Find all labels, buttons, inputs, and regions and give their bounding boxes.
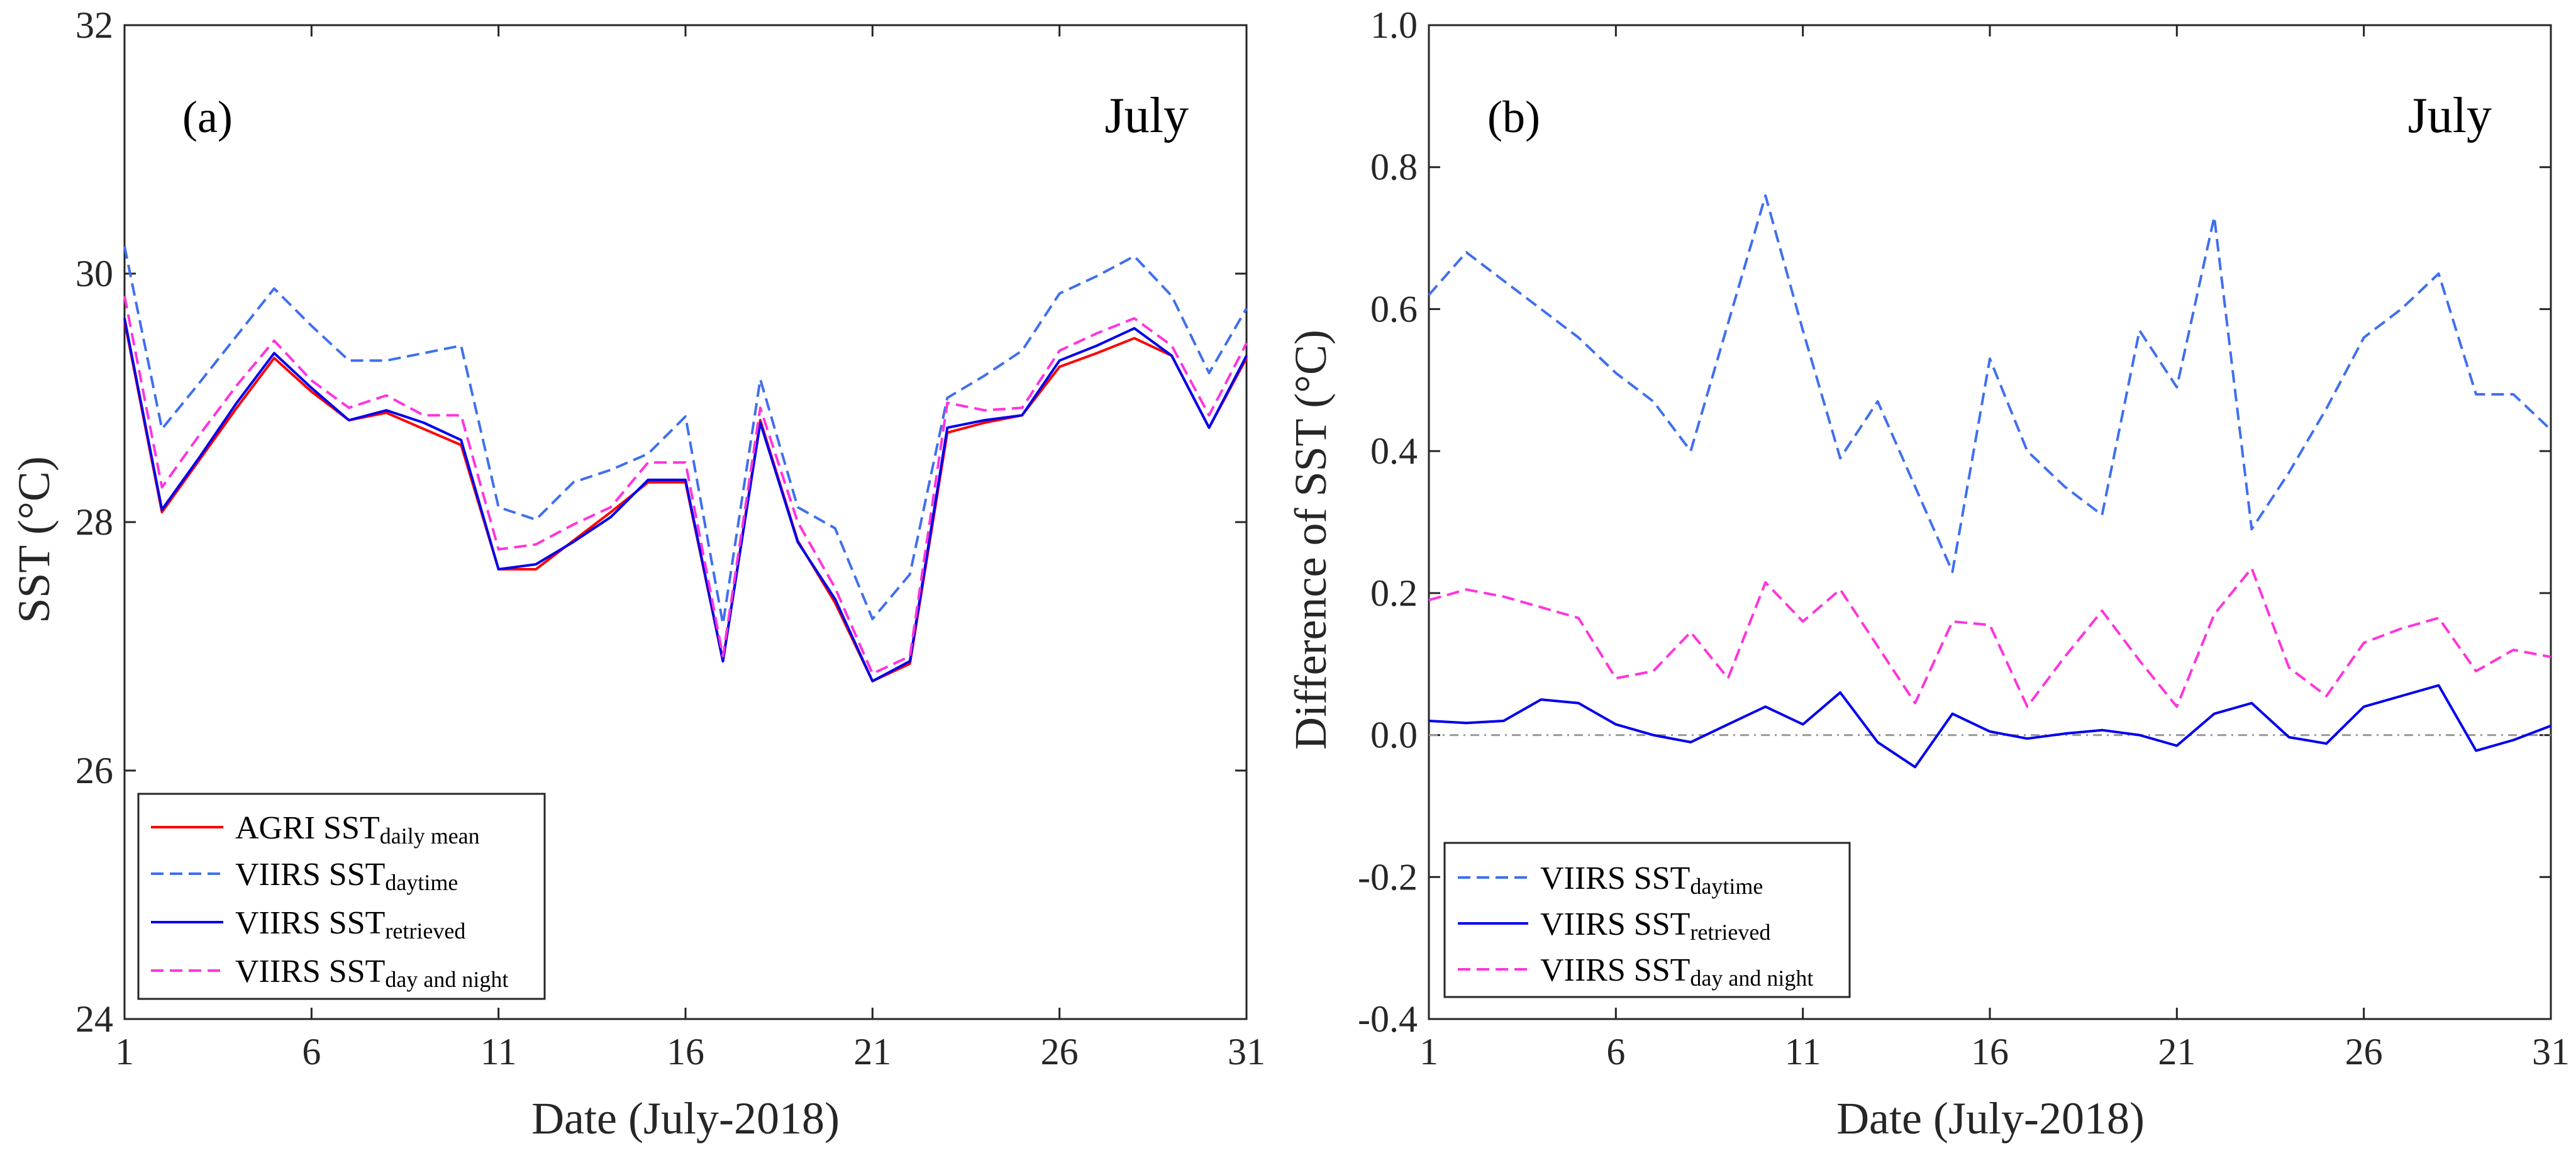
panel-a-legend-item-viirs-retrieved: VIIRS SSTretrieved bbox=[151, 905, 465, 944]
panel-b-y-tick-label: -0.2 bbox=[1358, 856, 1418, 898]
panel-a-legend-box bbox=[137, 793, 546, 1000]
panel-b-y-tick-label: 0.0 bbox=[1370, 715, 1418, 756]
panel-a-legend-item-viirs-day-night: VIIRS SSTday and night bbox=[151, 954, 508, 992]
panel-a-y-tick-label: 32 bbox=[75, 4, 113, 46]
svg-text:VIIRS SSTday and night: VIIRS SSTday and night bbox=[235, 954, 508, 992]
panel-b-legend-item-viirs-daytime: VIIRS SSTdaytime bbox=[1458, 861, 1763, 899]
svg-text:VIIRS SSTretrieved: VIIRS SSTretrieved bbox=[1540, 906, 1770, 945]
panel-a-legend: AGRI SSTdaily mean VIIRS SSTdaytime VIIR… bbox=[137, 793, 546, 1000]
panel-a-legend-item-viirs-daytime: VIIRS SSTdaytime bbox=[151, 857, 458, 895]
panel-a-legend-item-agri: AGRI SSTdaily mean bbox=[151, 810, 480, 849]
panel-a-y-tick-label: 26 bbox=[75, 750, 113, 791]
panel-a: (a) July Date (July-2018) SST (°C) 1 6 11 1… bbox=[9, 4, 1265, 1144]
svg-text:VIIRS SSTretrieved: VIIRS SSTretrieved bbox=[235, 905, 465, 944]
panel-b-x-tick-label: 21 bbox=[2158, 1031, 2196, 1072]
panel-b-legend-sub-viirs-retrieved: retrieved bbox=[1690, 920, 1770, 945]
panel-a-y-tick-label: 24 bbox=[75, 998, 113, 1040]
panel-b-y-tick-label: -0.4 bbox=[1358, 998, 1418, 1040]
panel-a-x-tick-label: 21 bbox=[853, 1031, 891, 1072]
panel-b-x-tick-label: 31 bbox=[2532, 1031, 2570, 1072]
panel-b-legend-sub-viirs-daytime: daytime bbox=[1690, 874, 1763, 899]
svg-text:AGRI SSTdaily mean: AGRI SSTdaily mean bbox=[235, 810, 480, 849]
panel-b-series-line-retrieved bbox=[1428, 684, 2551, 769]
panel-b-month: July bbox=[2408, 88, 2492, 143]
panel-a-legend-label-viirs-day-night: VIIRS SST bbox=[235, 954, 385, 989]
panel-a-x-tick-label: 1 bbox=[115, 1031, 134, 1072]
panel-a-legend-label-viirs-daytime: VIIRS SST bbox=[235, 857, 385, 893]
panel-b-legend-label-viirs-day-night: VIIRS SST bbox=[1540, 952, 1690, 988]
svg-text:VIIRS SSTdaytime: VIIRS SSTdaytime bbox=[1540, 861, 1763, 899]
svg-text:VIIRS SSTdaytime: VIIRS SSTdaytime bbox=[235, 857, 458, 895]
panel-a-series-line-day-and-night bbox=[123, 296, 1248, 675]
panel-a-x-tick-label: 6 bbox=[302, 1031, 321, 1072]
panel-b-legend-item-viirs-retrieved: VIIRS SSTretrieved bbox=[1458, 906, 1770, 945]
panel-b-x-tick-label: 11 bbox=[1785, 1031, 1821, 1072]
panel-b-y-tick-label: 0.4 bbox=[1370, 430, 1418, 472]
panel-a-legend-sub-viirs-daytime: daytime bbox=[385, 870, 458, 895]
panel-b-legend-sub-viirs-day-night: day and night bbox=[1690, 966, 1813, 991]
panel-b-y-axis-label: Difference of SST (°C) bbox=[1285, 330, 1336, 750]
panel-b-legend-box bbox=[1443, 842, 1851, 998]
panel-b-y-tick-label: 1.0 bbox=[1370, 4, 1418, 46]
panel-a-letter: (a) bbox=[182, 92, 233, 142]
panel-a-y-axis-label: SST (°C) bbox=[9, 456, 59, 623]
panel-b: (b) July Date (July-2018) Difference of … bbox=[1285, 4, 2570, 1144]
panel-b-y-tick-label: 0.2 bbox=[1370, 572, 1418, 614]
panel-a-series-line-retrieved bbox=[123, 318, 1248, 682]
panel-a-y-tick-label: 28 bbox=[75, 501, 113, 543]
panel-a-legend-label-viirs-retrieved: VIIRS SST bbox=[235, 905, 385, 941]
panel-a-legend-label-agri: AGRI SST bbox=[235, 810, 380, 846]
panel-a-y-tick-label: 30 bbox=[75, 253, 113, 294]
panel-b-legend: VIIRS SSTdaytime VIIRS SSTretrieved VIIR… bbox=[1443, 842, 1851, 998]
panel-a-x-axis-label: Date (July-2018) bbox=[531, 1093, 840, 1144]
panel-b-x-tick-label: 16 bbox=[1971, 1031, 2009, 1072]
panel-a-series-line-daytime bbox=[123, 246, 1248, 625]
panel-a-x-tick-label: 11 bbox=[480, 1031, 517, 1072]
panel-b-y-tick-label: 0.6 bbox=[1370, 288, 1418, 330]
panel-a-legend-sub-viirs-day-night: day and night bbox=[385, 967, 508, 992]
panel-a-x-tick-label: 16 bbox=[667, 1031, 704, 1072]
panel-b-x-tick-label: 6 bbox=[1606, 1031, 1625, 1072]
panel-b-y-tick-label: 0.8 bbox=[1370, 147, 1418, 188]
panel-a-x-tick-label: 31 bbox=[1228, 1031, 1265, 1072]
panel-b-series-line-day-and-night bbox=[1428, 567, 2551, 708]
panel-b-series-line-daytime bbox=[1428, 194, 2552, 573]
panel-b-x-tick-label: 1 bbox=[1419, 1031, 1438, 1072]
panel-b-legend-label-viirs-daytime: VIIRS SST bbox=[1540, 861, 1690, 896]
panel-b-legend-label-viirs-retrieved: VIIRS SST bbox=[1540, 906, 1690, 942]
panel-a-legend-sub-agri: daily mean bbox=[380, 823, 480, 849]
panel-a-x-tick-label: 26 bbox=[1041, 1031, 1079, 1072]
panel-b-x-tick-label: 26 bbox=[2345, 1031, 2383, 1072]
panel-a-legend-sub-viirs-retrieved: retrieved bbox=[385, 918, 465, 944]
svg-text:VIIRS SSTday and night: VIIRS SSTday and night bbox=[1540, 952, 1813, 991]
panel-a-month: July bbox=[1105, 88, 1189, 143]
panel-b-letter: (b) bbox=[1487, 92, 1540, 142]
panel-b-legend-item-viirs-day-night: VIIRS SSTday and night bbox=[1458, 952, 1813, 991]
panel-b-x-axis-label: Date (July-2018) bbox=[1836, 1093, 2145, 1144]
